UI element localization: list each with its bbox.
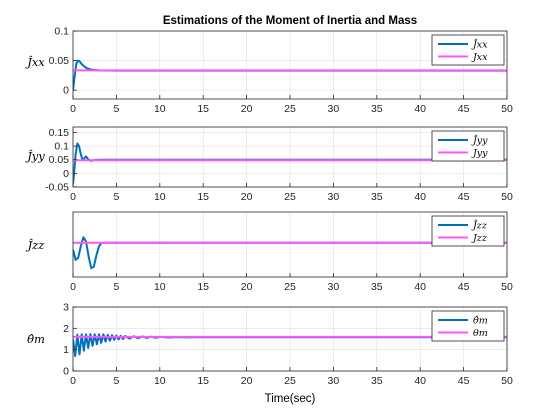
figure-title: Estimations of the Moment of Inertia and… [163, 15, 417, 27]
x-tick-label: 45 [458, 191, 470, 203]
x-tick-label: 45 [458, 103, 470, 115]
x-tick-label: 20 [241, 281, 253, 293]
y-axis-label: θ̂m [27, 332, 45, 346]
legend-entry: θm [473, 328, 488, 339]
y-axis-label: Ĵzz [26, 238, 46, 252]
y-tick-label: 3 [63, 302, 69, 314]
subplot-2: 0 5 10 15 20 25 30 35 40 45 50-0.0500.050.10.15Ĵyy… [25, 126, 513, 203]
x-tick-label: 50 [501, 375, 513, 387]
x-tick-label: 40 [414, 103, 426, 115]
legend-entry: Ĵzz [471, 220, 488, 232]
x-tick-label: 10 [154, 191, 166, 203]
x-tick-label: 25 [284, 281, 296, 293]
x-tick-label: 50 [501, 103, 513, 115]
legend-box [431, 130, 505, 162]
y-tick-label: 0.05 [49, 154, 70, 166]
x-tick-label: 50 [501, 191, 513, 203]
y-tick-label: 0.05 [49, 55, 70, 67]
x-axis-label: Time(sec) [265, 393, 316, 405]
x-tick-label: 30 [328, 103, 340, 115]
x-tick-label: 35 [371, 103, 383, 115]
y-tick-label: 0.15 [49, 127, 70, 139]
y-axis-label: Ĵyy [25, 149, 45, 163]
x-tick-label: 20 [241, 191, 253, 203]
legend-box [431, 215, 505, 247]
x-tick-label: 30 [328, 191, 340, 203]
x-tick-label: 40 [414, 191, 426, 203]
x-tick-label: 50 [501, 281, 513, 293]
x-tick-label: 5 [113, 281, 119, 293]
series-group [73, 59, 507, 91]
x-tick-label: 10 [154, 375, 166, 387]
x-tick-label: 40 [414, 281, 426, 293]
x-tick-label: 25 [284, 103, 296, 115]
x-tick-label: 10 [154, 281, 166, 293]
y-tick-label: 0.1 [54, 141, 69, 153]
legend: θ̂mθm [431, 310, 505, 342]
y-axis-label: Ĵxx [25, 55, 45, 69]
legend-entry: Ĵyy [471, 135, 488, 147]
y-tick-label: 0 [63, 366, 69, 378]
x-tick-label: 20 [241, 103, 253, 115]
x-tick-label: 35 [371, 281, 383, 293]
legend-box [431, 310, 505, 342]
x-tick-label: 40 [414, 375, 426, 387]
x-tick-label: 15 [197, 103, 209, 115]
x-tick-label: 30 [328, 375, 340, 387]
x-tick-label: 5 [113, 375, 119, 387]
x-tick-label: 25 [284, 375, 296, 387]
x-tick-label: 5 [113, 191, 119, 203]
x-tick-label: 0 [70, 281, 76, 293]
legend-entry: Ĵxx [471, 39, 488, 51]
y-tick-label: 2 [63, 323, 69, 335]
x-tick-label: 0 [70, 103, 76, 115]
x-tick-label: 35 [371, 191, 383, 203]
x-tick-label: 5 [113, 103, 119, 115]
x-tick-label: 45 [458, 375, 470, 387]
x-tick-label: 25 [284, 191, 296, 203]
y-tick-label: 0 [63, 168, 69, 180]
x-tick-label: 35 [371, 375, 383, 387]
y-tick-label: 0.1 [54, 26, 69, 38]
x-tick-label: 15 [197, 191, 209, 203]
x-tick-label: 15 [197, 375, 209, 387]
x-tick-label: 10 [154, 103, 166, 115]
legend-entry: Jyy [471, 148, 488, 159]
x-tick-label: 15 [197, 281, 209, 293]
legend-entry: Jzz [471, 233, 488, 244]
x-tick-label: 0 [70, 191, 76, 203]
legend-entry: θ̂m [473, 316, 488, 327]
y-tick-label: 1 [63, 344, 69, 356]
legend-box [431, 34, 505, 66]
x-tick-label: 45 [458, 281, 470, 293]
legend-entry: Jxx [471, 52, 488, 63]
x-tick-label: 0 [70, 375, 76, 387]
x-tick-label: 20 [241, 375, 253, 387]
y-tick-label: -0.05 [45, 182, 69, 194]
y-tick-label: 0 [63, 85, 69, 97]
x-tick-label: 30 [328, 281, 340, 293]
